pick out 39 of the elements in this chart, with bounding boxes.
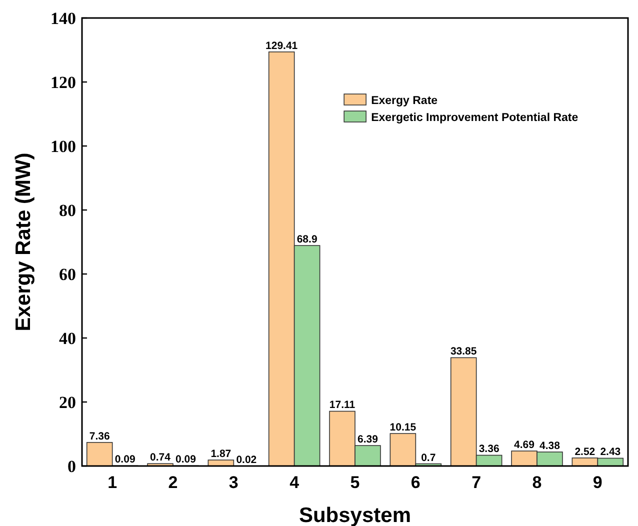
data-label: 10.15 [390, 422, 416, 434]
y-tick-label: 60 [59, 264, 76, 284]
x-axis-title: Subsystem [298, 504, 412, 526]
data-label: 0.09 [176, 454, 196, 466]
data-label: 0.74 [150, 452, 171, 464]
x-tick-label: 6 [410, 473, 420, 492]
y-tick-label: 140 [50, 8, 76, 28]
data-label: 33.85 [450, 346, 477, 358]
x-tick-label: 7 [472, 473, 482, 492]
y-tick-label: 20 [59, 392, 76, 412]
x-tick-label: 3 [228, 473, 238, 492]
data-label: 129.41 [266, 40, 298, 52]
data-label: 3.36 [478, 443, 500, 456]
data-label: 4.69 [514, 438, 535, 451]
data-label: 0.09 [114, 454, 136, 466]
data-label: 17.11 [329, 399, 356, 412]
y-tick-label: 120 [50, 72, 76, 92]
data-label: 4.38 [540, 440, 560, 452]
x-tick-label: 2 [168, 473, 178, 492]
data-label: 0.02 [236, 454, 257, 466]
y-tick-label: 0 [68, 456, 76, 476]
y-tick-label: 40 [59, 328, 76, 348]
data-label: 1.87 [210, 448, 232, 460]
x-tick-label: 9 [592, 473, 602, 492]
data-label: 0.7 [421, 452, 436, 464]
x-tick-label: 1 [108, 473, 118, 492]
data-label: 7.36 [89, 430, 110, 442]
data-label: 6.39 [358, 434, 378, 446]
y-axis-title: Exergy Rate (MW) [12, 152, 35, 332]
data-label: 2.43 [600, 446, 621, 458]
legend-label: Exergy Rate [371, 95, 438, 108]
y-tick-label: 80 [59, 200, 76, 220]
data-label: 2.52 [574, 446, 596, 458]
x-tick-label: 8 [532, 473, 542, 492]
x-tick-label: 5 [350, 473, 360, 492]
x-tick-label: 4 [290, 473, 300, 492]
data-label: 68.9 [296, 234, 318, 246]
y-tick-label: 100 [50, 136, 76, 156]
legend-label: Exergetic Improvement Potential Rate [371, 112, 578, 124]
